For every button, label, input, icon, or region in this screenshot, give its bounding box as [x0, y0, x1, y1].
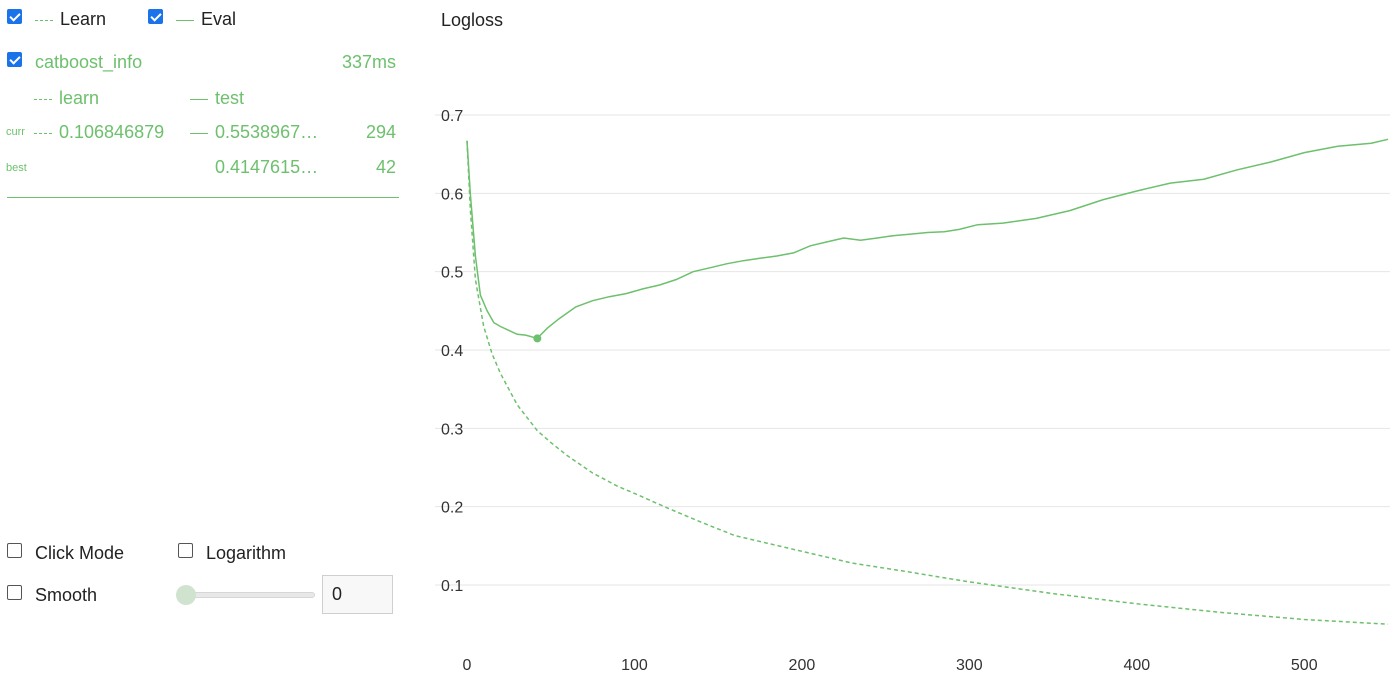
smooth-label[interactable]: Smooth [35, 585, 98, 605]
smooth-checkbox[interactable] [7, 585, 22, 600]
column-header-test-label: test [215, 88, 245, 108]
dashed-line-icon [35, 19, 53, 21]
logarithm-checkbox[interactable] [178, 543, 193, 558]
eval-legend-item[interactable]: Eval [176, 9, 236, 29]
solid-line-icon [176, 19, 194, 21]
eval-toggle-checkbox[interactable] [148, 9, 163, 24]
column-header-test: test [190, 88, 244, 108]
best-iteration: 42 [375, 157, 396, 177]
chart-area: Logloss 0.1 0.2 0.3 0.4 0.5 0.6 0.7 0 100 200 300… [410, 0, 1400, 684]
run-time: 337ms [341, 52, 396, 72]
x-tick-label: 300 [956, 657, 983, 674]
y-tick-label: 0.6 [441, 186, 463, 203]
chart-grid [435, 114, 1390, 586]
x-tick-label: 0 [463, 657, 472, 674]
y-tick-label: 0.3 [441, 421, 463, 438]
curr-test-text: 0.5538967… [215, 122, 319, 142]
run-divider [7, 197, 399, 198]
column-header-learn-label: learn [59, 88, 100, 108]
x-tick-label: 500 [1291, 657, 1318, 674]
test-series-line [466, 138, 1389, 340]
eval-legend-label: Eval [201, 9, 237, 29]
column-header-learn: learn [34, 88, 99, 108]
curr-learn-text: 0.106846879 [59, 122, 165, 142]
run-name: catboost_info [35, 52, 143, 72]
smooth-slider-track[interactable] [185, 592, 315, 598]
smooth-value-input[interactable] [322, 575, 393, 614]
logarithm-label[interactable]: Logarithm [206, 543, 287, 563]
x-axis-ticks: 0 100 200 300 400 500 [463, 657, 1318, 674]
dashed-line-icon [34, 132, 52, 134]
left-panel: Learn Eval catboost_info 337ms learn tes… [0, 0, 410, 684]
learn-series-line [466, 140, 1389, 625]
chart-title: Logloss [441, 10, 503, 30]
y-tick-label: 0.1 [441, 578, 463, 595]
learn-toggle-checkbox[interactable] [7, 9, 22, 24]
learn-legend-item[interactable]: Learn [35, 9, 106, 29]
y-tick-label: 0.5 [441, 265, 463, 282]
best-iteration-marker[interactable] [533, 334, 542, 343]
curr-row-label: curr [6, 126, 25, 138]
run-toggle-checkbox[interactable] [7, 52, 22, 67]
solid-line-icon [190, 98, 208, 100]
curr-learn-value: 0.106846879 [34, 122, 164, 142]
learn-legend-label: Learn [60, 9, 107, 29]
y-tick-label: 0.7 [441, 108, 463, 125]
x-tick-label: 100 [621, 657, 648, 674]
click-mode-checkbox[interactable] [7, 543, 22, 558]
smooth-slider-handle[interactable] [176, 585, 196, 605]
x-tick-label: 400 [1123, 657, 1150, 674]
dashed-line-icon [34, 98, 52, 100]
best-row-label: best [6, 162, 27, 174]
logloss-chart[interactable]: Logloss 0.1 0.2 0.3 0.4 0.5 0.6 0.7 0 100 200 300… [410, 0, 1400, 684]
y-tick-label: 0.2 [441, 500, 463, 517]
solid-line-icon [190, 132, 208, 134]
y-tick-label: 0.4 [441, 343, 463, 360]
y-axis-ticks: 0.1 0.2 0.3 0.4 0.5 0.6 0.7 [441, 108, 463, 595]
x-tick-label: 200 [789, 657, 816, 674]
curr-iteration: 294 [365, 122, 396, 142]
best-test-value: 0.4147615… [215, 157, 319, 177]
curr-test-value: 0.5538967… [190, 122, 318, 142]
click-mode-label[interactable]: Click Mode [35, 543, 125, 563]
